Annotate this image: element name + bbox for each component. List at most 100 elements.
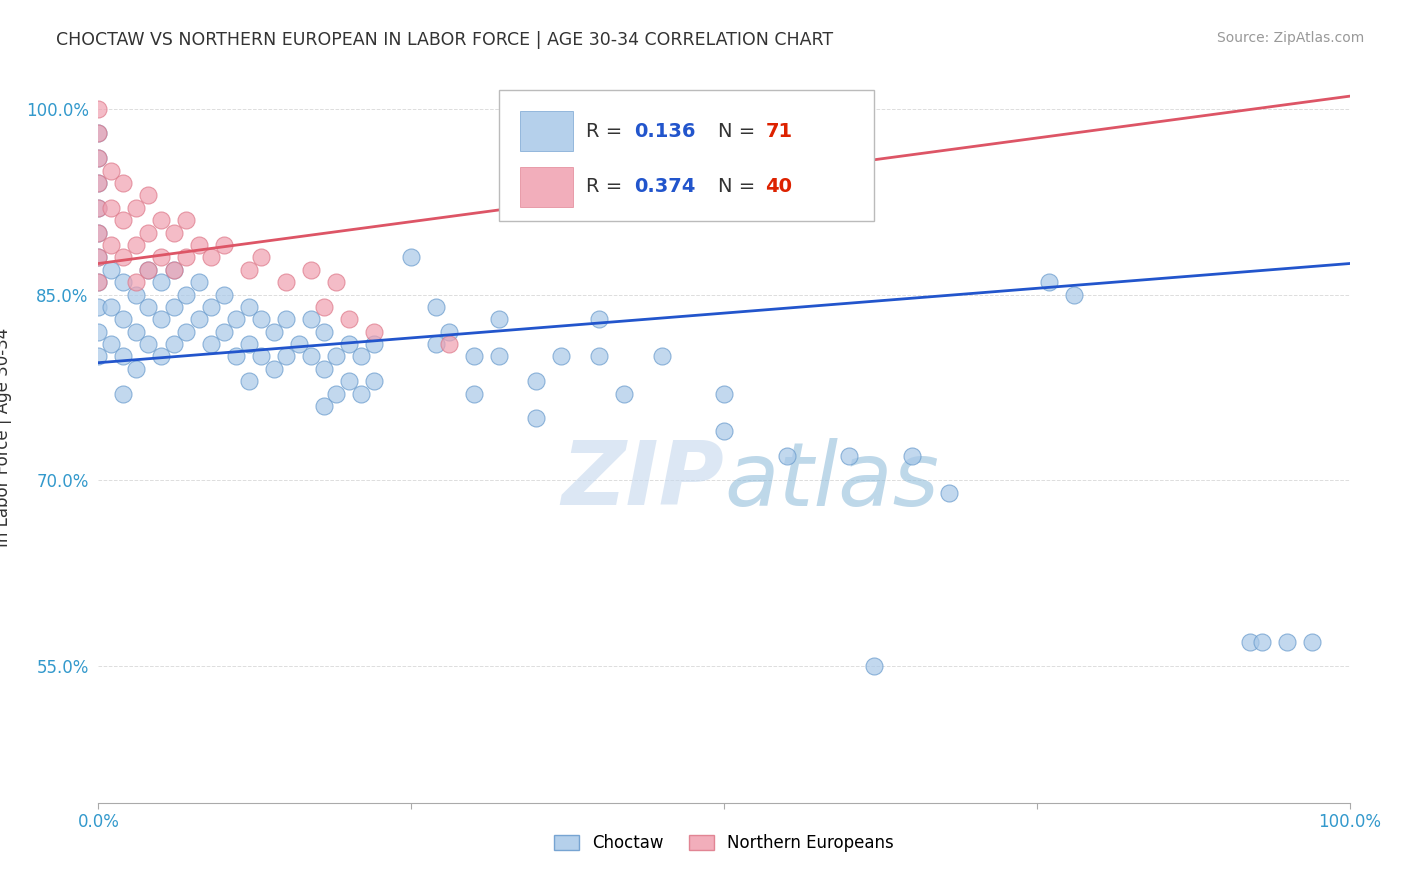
Point (1239, 634, 1261, 648)
Point (100, 300, 122, 314)
Point (274, 312, 298, 326)
Point (100, 262, 122, 277)
Point (112, 312, 135, 326)
Point (162, 337, 184, 351)
Point (713, 424, 735, 438)
Point (287, 337, 309, 351)
Point (125, 201, 148, 215)
Point (212, 325, 235, 339)
Point (162, 226, 184, 240)
Point (125, 238, 148, 252)
Point (150, 250, 173, 264)
Text: R =: R = (586, 178, 628, 196)
Point (100, 201, 122, 215)
Point (1277, 634, 1299, 648)
Point (1063, 287, 1085, 301)
Point (112, 213, 135, 227)
Text: ZIP: ZIP (561, 437, 724, 524)
Point (138, 262, 160, 277)
Point (588, 350, 610, 364)
Point (238, 300, 260, 314)
Text: R =: R = (586, 122, 628, 141)
Point (87, 226, 110, 240)
Text: N =: N = (718, 178, 761, 196)
Point (225, 312, 247, 326)
Point (150, 275, 173, 289)
Point (337, 312, 360, 326)
Text: N =: N = (718, 122, 761, 141)
Text: atlas: atlas (724, 438, 939, 524)
Point (138, 337, 160, 351)
Text: 0.136: 0.136 (634, 122, 696, 141)
Point (1301, 634, 1323, 648)
Point (437, 325, 460, 339)
Point (87, 126, 110, 140)
Point (100, 163, 122, 178)
Point (200, 300, 222, 314)
Text: 71: 71 (765, 122, 793, 141)
Point (350, 350, 373, 364)
Point (162, 300, 184, 314)
Point (87, 151, 110, 165)
Point (337, 337, 360, 351)
Point (112, 386, 135, 401)
Point (238, 262, 260, 277)
Point (238, 337, 260, 351)
FancyBboxPatch shape (499, 90, 875, 221)
Point (425, 337, 447, 351)
Point (87, 226, 110, 240)
Text: CHOCTAW VS NORTHERN EUROPEAN IN LABOR FORCE | AGE 30-34 CORRELATION CHART: CHOCTAW VS NORTHERN EUROPEAN IN LABOR FO… (56, 31, 834, 49)
Point (776, 449, 799, 463)
Point (200, 250, 222, 264)
Point (463, 386, 485, 401)
Point (125, 362, 148, 376)
Point (138, 188, 160, 202)
Point (212, 238, 235, 252)
Point (200, 337, 222, 351)
Point (312, 399, 335, 413)
Point (312, 300, 335, 314)
Point (138, 226, 160, 240)
Point (588, 312, 610, 326)
Point (87, 300, 110, 314)
Point (87, 102, 110, 116)
Point (613, 386, 636, 401)
Point (138, 300, 160, 314)
Point (250, 350, 273, 364)
Point (263, 362, 285, 376)
Point (87, 275, 110, 289)
Point (1251, 634, 1274, 648)
Point (363, 325, 385, 339)
Point (463, 350, 485, 364)
Point (312, 362, 335, 376)
Point (325, 275, 347, 289)
Point (187, 312, 209, 326)
Point (274, 350, 298, 364)
Point (87, 250, 110, 264)
Point (488, 350, 510, 364)
Point (100, 337, 122, 351)
Point (112, 250, 135, 264)
Point (363, 374, 385, 388)
Point (263, 325, 285, 339)
FancyBboxPatch shape (520, 167, 572, 207)
Point (112, 176, 135, 190)
Point (87, 126, 110, 140)
Point (87, 250, 110, 264)
Point (87, 201, 110, 215)
Y-axis label: In Labor Force | Age 30-34: In Labor Force | Age 30-34 (0, 327, 11, 547)
Point (125, 287, 148, 301)
Point (299, 262, 322, 277)
Point (212, 287, 235, 301)
Point (938, 486, 960, 500)
Point (588, 102, 610, 116)
Point (112, 275, 135, 289)
Point (87, 325, 110, 339)
Point (112, 350, 135, 364)
Point (150, 213, 173, 227)
Point (87, 151, 110, 165)
Text: 0.374: 0.374 (634, 178, 696, 196)
Point (174, 250, 197, 264)
Point (150, 350, 173, 364)
Point (524, 411, 547, 425)
